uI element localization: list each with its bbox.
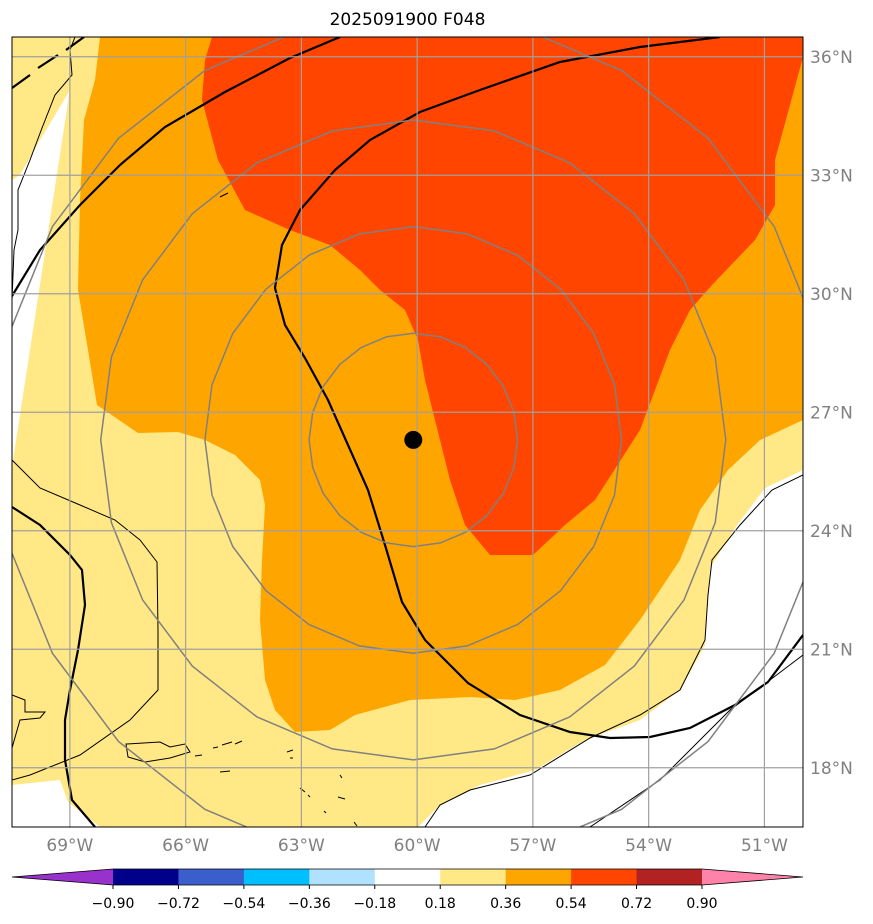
lat-tick-label: 27°N xyxy=(810,403,853,423)
range-ring xyxy=(99,119,727,761)
colorbar: −0.90 −0.72 −0.54 −0.36 −0.18 0.18 0.36 0.54 0.7… xyxy=(11,868,804,912)
colorbar-tick-label: −0.36 xyxy=(288,896,331,912)
colorbar-segment xyxy=(178,869,245,885)
storm-center-marker xyxy=(404,430,423,449)
colorbar-tick-label: −0.72 xyxy=(157,896,200,912)
lon-tick-label: 60°W xyxy=(394,836,441,856)
lat-tick-label: 18°N xyxy=(810,759,853,779)
colorbar-segment xyxy=(309,869,376,885)
lat-tick-label: 24°N xyxy=(810,522,853,542)
longitude-tick-labels: 69°W 66°W 63°W 60°W 57°W 54°W 51°W xyxy=(46,836,788,856)
range-ring xyxy=(308,332,519,548)
lon-tick-label: 66°W xyxy=(162,836,209,856)
range-rings xyxy=(12,37,803,827)
range-ring xyxy=(204,225,623,654)
colorbar-extend-low xyxy=(12,869,113,885)
region-red xyxy=(202,37,803,555)
region-yellow-left xyxy=(12,37,78,470)
colorbar-tick-label: −0.90 xyxy=(92,896,135,912)
lon-tick-label: 57°W xyxy=(509,836,556,856)
colorbar-segment xyxy=(505,869,572,885)
colorbar-extend-high xyxy=(702,869,803,885)
lat-tick-label: 21°N xyxy=(810,640,853,660)
region-red-edge xyxy=(680,37,803,57)
lon-tick-label: 69°W xyxy=(46,836,93,856)
lat-tick-label: 36°N xyxy=(810,48,853,68)
colorbar-segment xyxy=(636,869,703,885)
colorbar-tick-label: 0.72 xyxy=(621,896,652,912)
lon-tick-label: 51°W xyxy=(741,836,788,856)
lat-tick-label: 30°N xyxy=(810,285,853,305)
latitude-tick-labels: 18°N 21°N 24°N 27°N 30°N 33°N 36°N xyxy=(810,48,853,779)
colorbar-segment xyxy=(113,869,179,885)
colorbar-tick-label: 0.18 xyxy=(425,896,456,912)
colorbar-tick-label: 0.90 xyxy=(686,896,717,912)
coastlines xyxy=(12,37,803,827)
colorbar-tick-label: −0.54 xyxy=(222,896,265,912)
colorbar-tick-label: 0.36 xyxy=(490,896,521,912)
chart-title: 2025091900 F048 xyxy=(329,10,486,30)
colorbar-segment xyxy=(571,869,638,885)
lon-tick-label: 54°W xyxy=(625,836,672,856)
range-ring xyxy=(12,37,803,827)
colorbar-tick-label: 0.54 xyxy=(556,896,587,912)
colorbar-segment xyxy=(374,869,441,885)
plot-frame xyxy=(11,36,804,828)
lon-tick-label: 63°W xyxy=(278,836,325,856)
colorbar-segment xyxy=(440,869,507,885)
colorbar-segment xyxy=(243,869,310,885)
colorbar-tick-label: −0.18 xyxy=(353,896,396,912)
lat-tick-label: 33°N xyxy=(810,166,853,186)
